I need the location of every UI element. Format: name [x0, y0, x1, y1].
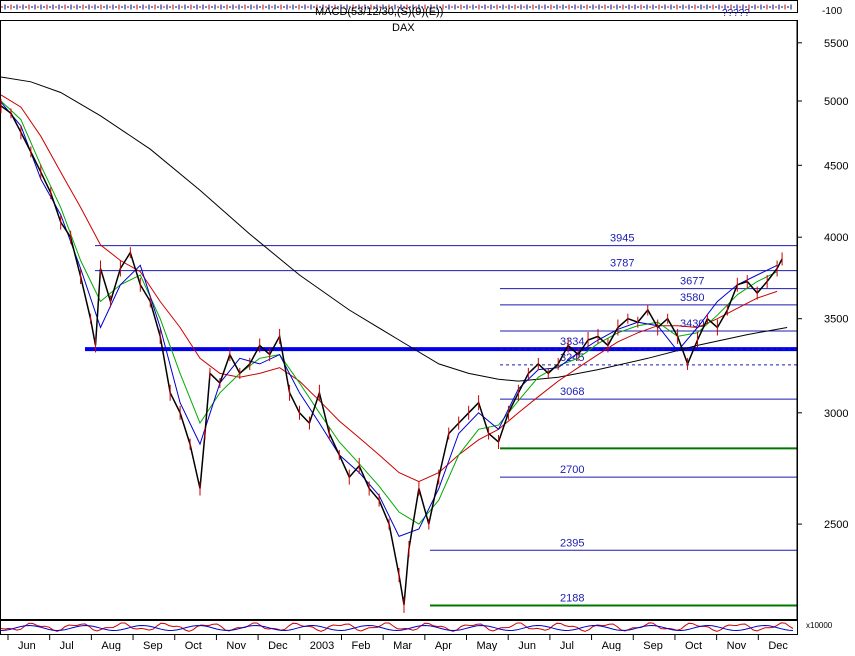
x-tick-label: Nov: [727, 640, 747, 651]
top-panel-axis-label: -100: [822, 6, 842, 17]
x-tick-label: Jun: [18, 640, 36, 651]
x-tick-label: Oct: [685, 640, 702, 651]
bottom-panel-axis-label: x10000: [806, 621, 833, 630]
x-tick-label: 2003: [310, 640, 334, 651]
x-tick-label: Sep: [643, 640, 663, 651]
oscillator-red: [0, 622, 794, 632]
main-panel-frame: [0, 20, 798, 620]
chart-title: DAX: [392, 22, 415, 34]
y-axis: 2500 3000 3500 4000 4500 5000 5500: [796, 21, 848, 619]
top-panel-frame: [0, 0, 798, 13]
level-label: 3580: [680, 292, 704, 304]
y-tick-label: 3500: [824, 314, 848, 326]
bottom-panel-frame: [0, 620, 798, 635]
y-tick-label: 4500: [824, 160, 848, 172]
x-tick-label: Aug: [101, 640, 121, 651]
x-tick-label: Oct: [185, 640, 202, 651]
y-tick-label: 3000: [824, 408, 848, 420]
x-axis: Jun Jul Aug Sep Oct Nov Dec 2003 Feb Mar Apr May Jun…: [7, 635, 788, 652]
moving-average-line: [0, 101, 778, 538]
x-tick-label: Aug: [602, 640, 622, 651]
level-label: 3430: [680, 318, 704, 330]
level-label: 3334: [560, 336, 584, 348]
level-label: 3787: [610, 258, 634, 270]
y-tick-label: 5000: [824, 96, 848, 108]
level-label: 2700: [560, 464, 584, 476]
y-tick-label: 2500: [824, 519, 848, 531]
level-label: 3945: [610, 233, 634, 245]
x-tick-label: Nov: [226, 640, 246, 651]
x-tick-label: Dec: [768, 640, 788, 651]
x-tick-label: Jul: [560, 640, 574, 651]
macd-oscillator: [1, 4, 792, 10]
x-tick-label: Apr: [435, 640, 452, 651]
level-label: 2395: [560, 537, 584, 549]
level-label: 3068: [560, 386, 584, 398]
bottom-oscillator: [0, 622, 794, 632]
moving-average-line: [0, 76, 788, 382]
moving-average-line: [0, 94, 778, 483]
series-layer: [0, 76, 788, 613]
y-tick-label: 4000: [824, 232, 848, 244]
x-tick-label: Dec: [268, 640, 288, 651]
oscillator-blue: [0, 624, 794, 632]
x-tick-label: Jun: [518, 640, 536, 651]
y-tick-label: 5500: [824, 38, 848, 50]
top-panel-text: MACD(53/12/30,(S)(9)(E)): [315, 6, 443, 18]
x-tick-label: May: [477, 640, 498, 651]
x-tick-label: Sep: [143, 640, 163, 651]
level-label: 2188: [560, 592, 584, 604]
levels-layer: 3945378736773580343033343245306827002395…: [85, 233, 797, 607]
x-tick-label: Feb: [351, 640, 370, 651]
level-label: 3677: [680, 276, 704, 288]
x-tick-label: Jul: [60, 640, 74, 651]
top-panel-note: ?????: [722, 8, 750, 19]
x-tick-label: Mar: [393, 640, 412, 651]
